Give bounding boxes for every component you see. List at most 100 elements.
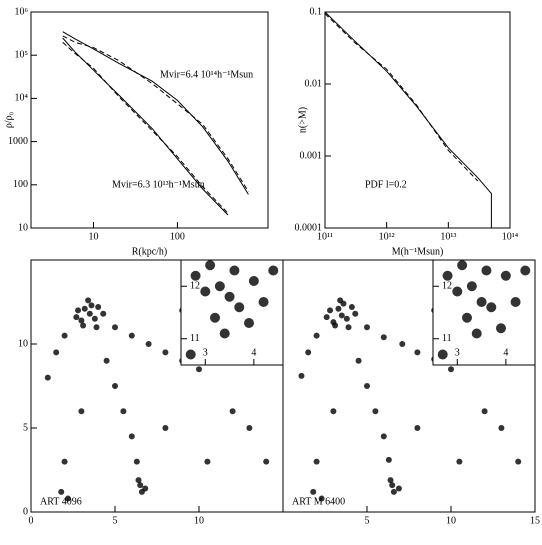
x-tick-label: 10 — [446, 515, 456, 526]
particle — [44, 374, 51, 381]
x-tick-label: 5 — [113, 515, 118, 526]
particle — [205, 260, 216, 271]
particle — [466, 281, 477, 292]
particle — [103, 357, 110, 364]
y-tick-label: 1000 — [8, 136, 28, 147]
particle — [162, 349, 169, 356]
particle — [500, 270, 511, 281]
y-tick-label: 0.1 — [310, 6, 323, 17]
y-tick-label: 10 — [18, 338, 28, 349]
particle — [268, 265, 279, 276]
y-tick-label: 10⁵ — [15, 49, 29, 60]
y-tick-label: 11 — [442, 333, 452, 344]
particle — [196, 366, 202, 373]
particle — [224, 291, 235, 302]
annotation: ART M 6400 — [292, 496, 345, 507]
particle — [496, 323, 506, 334]
particle — [399, 341, 406, 347]
particle — [112, 324, 118, 331]
profile-line — [62, 37, 229, 216]
panel-frame — [324, 11, 511, 229]
particle — [437, 349, 448, 360]
particle — [263, 458, 270, 465]
particle — [248, 276, 259, 286]
y-tick-label: 0.01 — [305, 78, 323, 89]
particle — [162, 425, 169, 431]
particle — [481, 408, 488, 415]
particle — [335, 305, 342, 312]
y-axis-label: n(>M) — [297, 107, 308, 133]
panel-frame — [30, 11, 269, 229]
x-tick-label: 15 — [530, 515, 540, 526]
particle — [520, 265, 531, 276]
particle — [95, 304, 102, 311]
particle — [58, 488, 65, 495]
particle — [185, 349, 196, 360]
particle — [200, 286, 211, 297]
particle — [190, 270, 201, 281]
particle — [61, 332, 68, 339]
profile-line — [324, 13, 479, 182]
particle — [305, 349, 312, 356]
particle — [372, 408, 379, 415]
y-tick-label: 0.001 — [300, 150, 323, 161]
particle — [53, 349, 60, 356]
x-axis-label: M(h⁻¹Msun) — [392, 246, 444, 257]
particle — [510, 297, 521, 307]
y-axis-label: ρ/ρ₀ — [3, 111, 14, 128]
particle — [112, 383, 118, 389]
x-tick-label: 3 — [203, 347, 208, 358]
x-tick-label: 3 — [455, 347, 460, 358]
particle — [340, 300, 347, 307]
particle — [364, 324, 370, 331]
annotation: ART 4096 — [40, 496, 82, 507]
particle — [352, 310, 359, 317]
x-tick-label: 0 — [29, 515, 34, 526]
particle — [210, 312, 220, 323]
particle — [86, 310, 93, 317]
particle — [313, 332, 320, 339]
particle — [390, 488, 397, 495]
particle — [128, 433, 135, 440]
profile-line — [62, 35, 249, 192]
panel-frame — [180, 259, 284, 366]
particle — [78, 408, 85, 415]
particle — [387, 477, 394, 484]
panel-frame — [432, 259, 536, 366]
y-tick-label: 0.0001 — [295, 222, 323, 233]
particle — [234, 302, 245, 313]
x-tick-label: 4 — [251, 347, 256, 358]
y-tick-label: 100 — [13, 179, 28, 190]
particle — [476, 297, 487, 307]
particle — [100, 310, 107, 317]
particle — [380, 334, 387, 341]
particle — [456, 458, 463, 465]
particle — [462, 312, 472, 323]
particle — [145, 341, 152, 347]
particle — [364, 383, 370, 389]
profile-line — [62, 41, 229, 214]
particle — [318, 495, 325, 502]
particle — [135, 477, 142, 484]
particle — [486, 302, 497, 313]
particle — [246, 425, 253, 431]
particle — [204, 458, 211, 465]
particle — [310, 488, 317, 495]
panel-frame — [282, 259, 536, 513]
particle — [448, 366, 454, 373]
x-tick-label: 10 — [194, 515, 204, 526]
y-tick-label: 10⁴ — [15, 93, 29, 104]
x-tick-label: 10 — [89, 231, 99, 242]
annotation: PDF l=0.2 — [365, 179, 407, 190]
particle — [80, 322, 87, 329]
annotation: Mvir=6.3 10¹³h⁻¹Msun — [112, 179, 205, 190]
particle — [128, 332, 135, 339]
particle — [452, 286, 463, 297]
particle — [442, 270, 453, 281]
particle — [137, 482, 144, 489]
x-tick-label: 10¹² — [379, 231, 395, 242]
particle — [380, 433, 387, 440]
particle — [120, 408, 127, 415]
y-tick-label: 10⁶ — [15, 6, 29, 17]
